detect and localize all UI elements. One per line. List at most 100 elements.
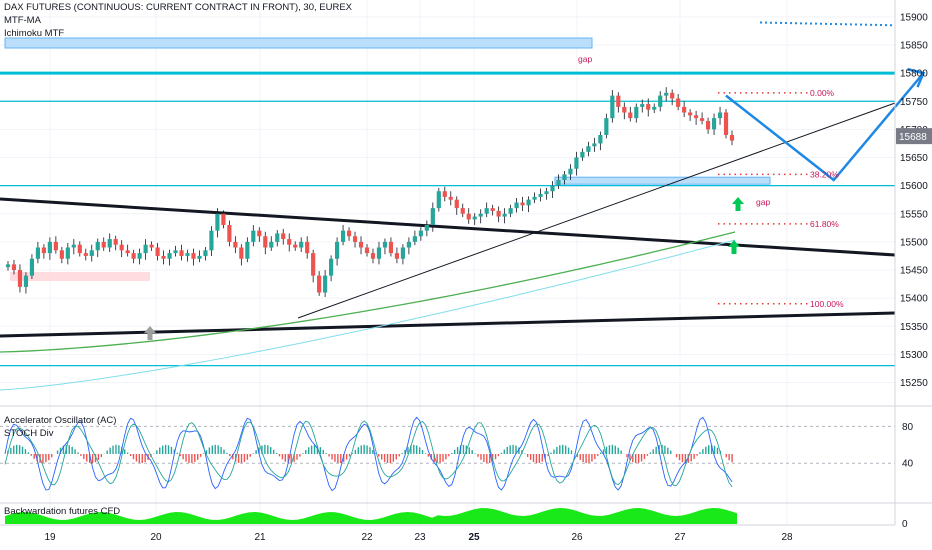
backwardation-area (5, 508, 737, 524)
y-tick-label: 15750 (900, 97, 928, 108)
candle-body (173, 250, 178, 254)
candle-body (394, 253, 400, 259)
y-tick-label: 15550 (900, 209, 928, 220)
candle-body (400, 247, 406, 259)
pink-zone (10, 272, 150, 281)
indicator-mtf-ma[interactable]: MTF-MA (4, 15, 41, 26)
candle-body (688, 112, 693, 116)
candle-body (191, 253, 196, 259)
backwardation-pane (5, 508, 737, 524)
candle-body (251, 230, 256, 242)
candle-body (35, 247, 41, 259)
candle-body (317, 275, 322, 293)
y-tick-label: 15500 (900, 237, 928, 248)
candle-body (418, 230, 423, 237)
candle-body (406, 241, 411, 248)
candle-body (161, 255, 166, 259)
candle-body (424, 225, 429, 231)
candle-body (65, 247, 70, 259)
y-tick-label: 15300 (900, 350, 928, 361)
osc-tick-label: 40 (902, 459, 914, 470)
osc-tick-label: 80 (902, 422, 914, 433)
candle-body (209, 230, 214, 251)
buy-arrow (728, 240, 740, 254)
candle-body (293, 244, 298, 248)
ichimoku-zone (4, 37, 593, 49)
candle-body (269, 241, 274, 248)
candle-body (41, 247, 46, 254)
candle-body (125, 250, 130, 254)
candle-body (430, 208, 435, 225)
candle-body (287, 239, 292, 245)
candle-body (95, 241, 100, 251)
candle-body (514, 202, 519, 209)
candle-body (89, 250, 94, 256)
candle-body (59, 250, 64, 259)
candle-body (227, 225, 232, 242)
candle-body (382, 241, 388, 248)
candle-body (11, 264, 17, 270)
y-tick-label: 15800 (900, 69, 928, 80)
candle-body (526, 199, 531, 206)
candle-body (107, 239, 112, 248)
fib-label: 100.00% (810, 299, 844, 309)
candle-body (496, 210, 501, 217)
candle-body (670, 92, 675, 99)
candle-body (664, 92, 669, 96)
candle-body (616, 95, 621, 107)
candle-body (544, 191, 549, 195)
trendline-upper (0, 197, 896, 257)
candle-body (478, 213, 483, 217)
osc-legend-ac[interactable]: Accelerator Oscillator (AC) (4, 415, 117, 426)
candle-body (215, 213, 220, 231)
stoch-d (4, 420, 733, 487)
indicator-ichimoku[interactable]: Ichimoku MTF (4, 28, 65, 39)
candle-body (520, 202, 525, 206)
candle-body (179, 250, 184, 256)
candle-body (364, 247, 370, 254)
candlestick-series (5, 87, 735, 297)
osc-legend-stoch[interactable]: STOCH Div (4, 428, 54, 439)
candle-body (532, 196, 537, 200)
candle-body (460, 208, 465, 214)
candle-body (221, 213, 226, 225)
oscillator-pane (0, 416, 895, 492)
candle-body (580, 151, 585, 158)
candle-body (652, 106, 657, 110)
candle-body (263, 236, 268, 248)
candle-body (604, 118, 609, 135)
candle-body (23, 275, 29, 287)
fib-label: 61.80% (810, 219, 839, 229)
y-tick-label: 15450 (900, 266, 928, 277)
candle-body (442, 191, 447, 197)
last-price-tag (896, 128, 932, 145)
gap-label-1: gap (578, 54, 592, 64)
ma-green (0, 231, 736, 353)
candle-body (101, 241, 106, 248)
candle-body (370, 253, 376, 259)
candle-body (155, 247, 160, 256)
gap-zone (554, 176, 771, 185)
x-tick-label: 28 (781, 532, 793, 543)
candle-body (275, 233, 280, 242)
candle-body (658, 95, 663, 107)
y-tick-label: 15400 (900, 294, 928, 305)
candle-body (131, 253, 136, 259)
candle-body (245, 241, 250, 259)
candle-body (550, 185, 555, 192)
candle-body (311, 253, 316, 276)
ma-cyan (0, 239, 736, 391)
candle-body (113, 239, 118, 245)
x-tick-label: 27 (674, 532, 686, 543)
x-tick-label: 22 (361, 532, 373, 543)
backwardation-legend[interactable]: Backwardation futures CFD (4, 506, 121, 517)
candle-body (634, 106, 639, 119)
candle-body (717, 112, 723, 119)
y-tick-label: 15650 (900, 153, 928, 164)
candle-body (346, 230, 352, 237)
candle-body (167, 253, 172, 259)
candle-body (388, 241, 394, 254)
annotations: gap gap 0.00% 38.20% 61.80% 100.00% (144, 54, 926, 340)
candle-body (239, 247, 244, 259)
